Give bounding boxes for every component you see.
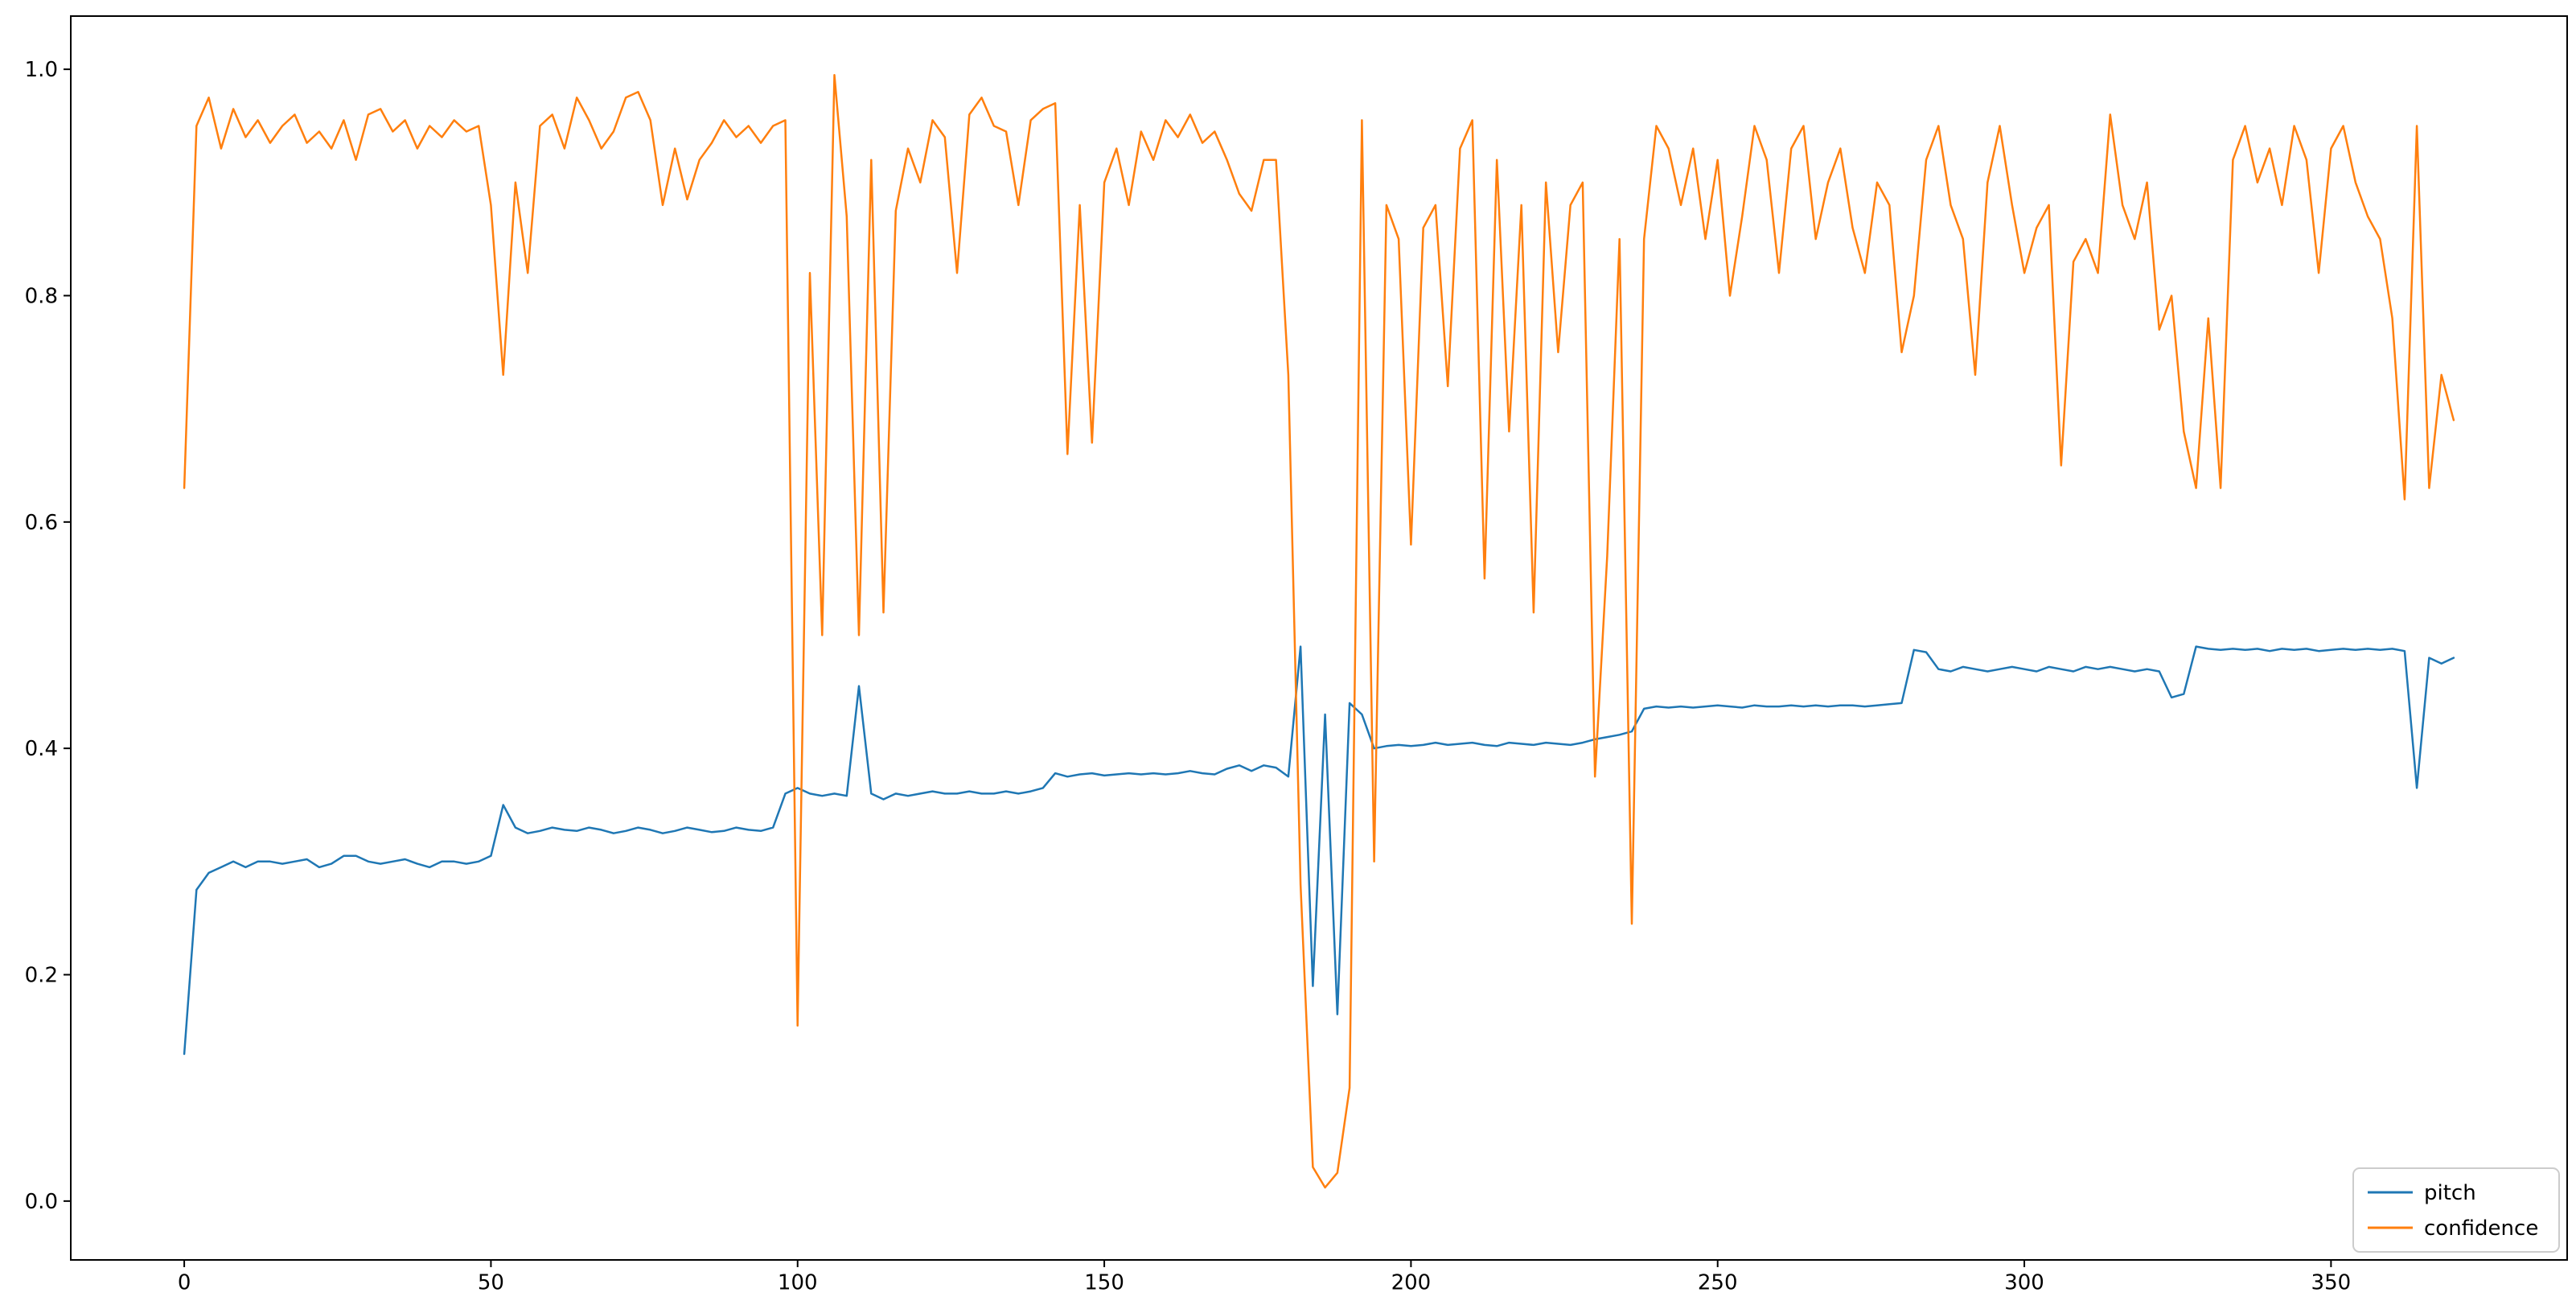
plot-border (70, 15, 2568, 1261)
y-axis-tick-label: 0.2 (25, 964, 58, 988)
x-axis-tick-label: 300 (2004, 1270, 2044, 1295)
x-axis-tick-label: 100 (778, 1270, 818, 1295)
y-axis-tick-label: 0.0 (25, 1190, 58, 1214)
confidence-line (183, 73, 2455, 1189)
y-axis-tick-label: 0.6 (25, 511, 58, 535)
x-axis-tick-label: 250 (1698, 1270, 1738, 1295)
x-axis-tick-label: 50 (478, 1270, 504, 1295)
x-axis-tick-label: 150 (1084, 1270, 1124, 1295)
x-axis-tick-label: 200 (1391, 1270, 1432, 1295)
legend-label-pitch: pitch (2424, 1181, 2476, 1205)
y-axis-tick-label: 0.4 (25, 737, 58, 761)
legend-box (2352, 1167, 2560, 1253)
x-axis-tick-label: 350 (2311, 1270, 2352, 1295)
plot-area (183, 73, 2455, 1189)
x-axis-tick-label: 0 (178, 1270, 191, 1295)
y-axis-tick-label: 0.8 (25, 284, 58, 308)
y-axis-tick-label: 1.0 (25, 58, 58, 82)
legend-label-confidence: confidence (2424, 1216, 2538, 1241)
pitch-line (183, 645, 2455, 1056)
